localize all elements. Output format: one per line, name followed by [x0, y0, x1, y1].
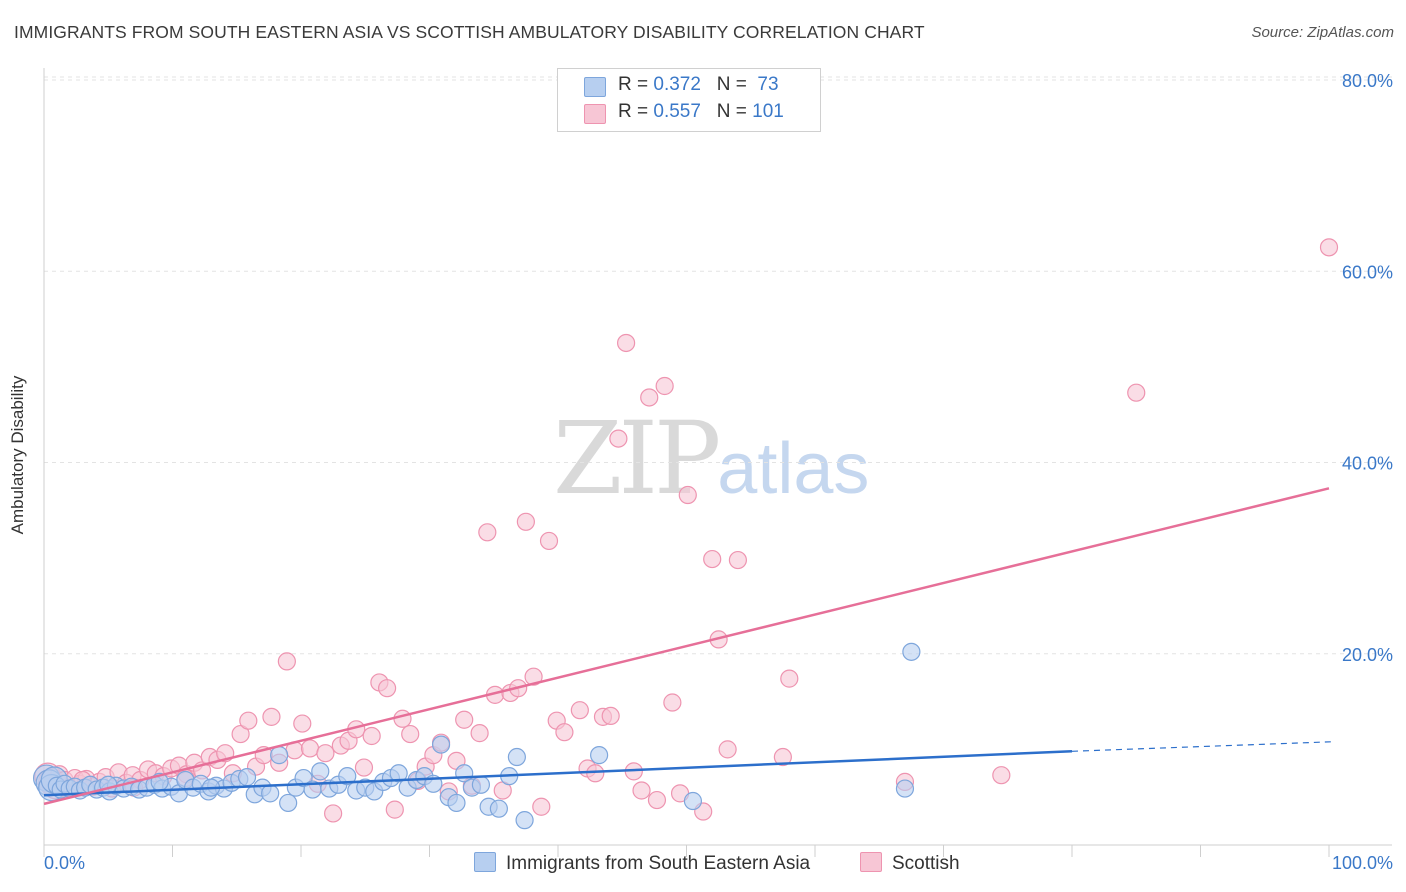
legend-n-label: N = — [716, 74, 753, 95]
blue-point — [447, 793, 466, 813]
blue-point — [471, 775, 490, 794]
blue-point — [389, 764, 408, 783]
pink-point — [293, 714, 312, 733]
x-tick-label: 100.0% — [1332, 853, 1393, 873]
legend-n-value: 101 — [752, 101, 784, 122]
pink-point — [632, 781, 651, 800]
pink-point — [555, 723, 574, 742]
pink-point — [703, 549, 722, 569]
watermark-atlas: atlas — [717, 429, 870, 509]
pink-point — [640, 388, 659, 407]
pink-point — [532, 797, 551, 816]
pink-point — [570, 701, 589, 720]
pink-point — [231, 724, 250, 744]
pink-point — [617, 333, 636, 353]
pink-point — [316, 744, 335, 763]
pink-point — [1127, 383, 1146, 402]
blue-swatch — [584, 77, 606, 97]
y-tick-label: 40.0% — [1342, 454, 1393, 474]
blue-point — [338, 767, 357, 786]
legend-n-value: 73 — [752, 74, 779, 95]
blue-point — [515, 811, 534, 830]
pink-point — [478, 523, 497, 542]
legend-r-label: R = — [618, 74, 654, 95]
bottom-legend-label: Scottish — [892, 853, 960, 874]
blue-point — [683, 791, 703, 811]
blue-point — [261, 784, 280, 803]
pink-point — [655, 376, 674, 396]
pink-point — [262, 707, 281, 726]
source-label: Source: ZipAtlas.com — [1251, 24, 1394, 41]
blue-point — [431, 735, 451, 754]
pink-swatch — [860, 852, 882, 872]
pink-point — [401, 724, 420, 744]
pink-trend-line — [43, 487, 1330, 806]
legend-r-value: 0.372 — [653, 74, 701, 95]
pink-point — [470, 724, 489, 743]
pink-point — [601, 706, 620, 726]
blue-point — [279, 793, 298, 813]
y-tick-label: 20.0% — [1342, 645, 1393, 665]
x-tick-label: 0.0% — [44, 853, 85, 873]
pink-point — [609, 429, 628, 448]
pink-point — [516, 512, 535, 531]
legend-r-label: R = — [618, 101, 654, 122]
pink-point — [524, 667, 543, 686]
blue-point — [489, 799, 508, 818]
pink-point — [647, 790, 667, 810]
y-tick-label: 80.0% — [1342, 71, 1393, 91]
bottom-legend-item-blue: Immigrants from South Eastern Asia — [474, 852, 810, 875]
pink-point — [780, 669, 799, 688]
pink-point — [354, 758, 374, 777]
pink-point — [239, 711, 258, 730]
bottom-legend-item-pink: Scottish — [860, 852, 960, 875]
pink-point — [385, 800, 404, 819]
bottom-legend-label: Immigrants from South Eastern Asia — [506, 853, 811, 874]
blue-point — [895, 779, 915, 798]
blue-point — [270, 746, 289, 765]
y-axis-label: Ambulatory Disability — [8, 375, 27, 535]
pink-point — [539, 531, 559, 551]
pink-point — [300, 739, 320, 758]
pink-point — [277, 652, 296, 671]
blue-swatch — [474, 852, 496, 872]
pink-point — [718, 740, 737, 759]
pink-point — [377, 679, 397, 698]
pink-point — [324, 804, 343, 823]
pink-point — [1319, 238, 1339, 257]
blue-point — [590, 746, 609, 765]
blue-point — [507, 747, 526, 767]
pink-point — [586, 764, 605, 783]
blue-point — [902, 642, 921, 661]
y-tick-label: 60.0% — [1342, 262, 1393, 282]
blue-trend-extension — [1071, 741, 1334, 752]
pink-point — [728, 550, 748, 570]
pink-point — [455, 710, 474, 729]
blue-point — [237, 768, 257, 787]
stats-legend: R = 0.372 N = 73 R = 0.557 N = 101 — [557, 68, 821, 132]
legend-r-value: 0.557 — [653, 101, 701, 122]
blue-point — [311, 762, 330, 781]
pink-point — [663, 693, 682, 712]
blue-trend-line — [43, 750, 1073, 797]
pink-swatch — [584, 104, 606, 124]
pink-point — [362, 726, 381, 746]
pink-point — [773, 747, 792, 767]
pink-point — [393, 709, 412, 728]
pink-point — [992, 766, 1011, 785]
pink-point — [678, 485, 697, 505]
legend-n-label: N = — [716, 101, 753, 122]
chart-title: IMMIGRANTS FROM SOUTH EASTERN ASIA VS SC… — [14, 22, 925, 42]
